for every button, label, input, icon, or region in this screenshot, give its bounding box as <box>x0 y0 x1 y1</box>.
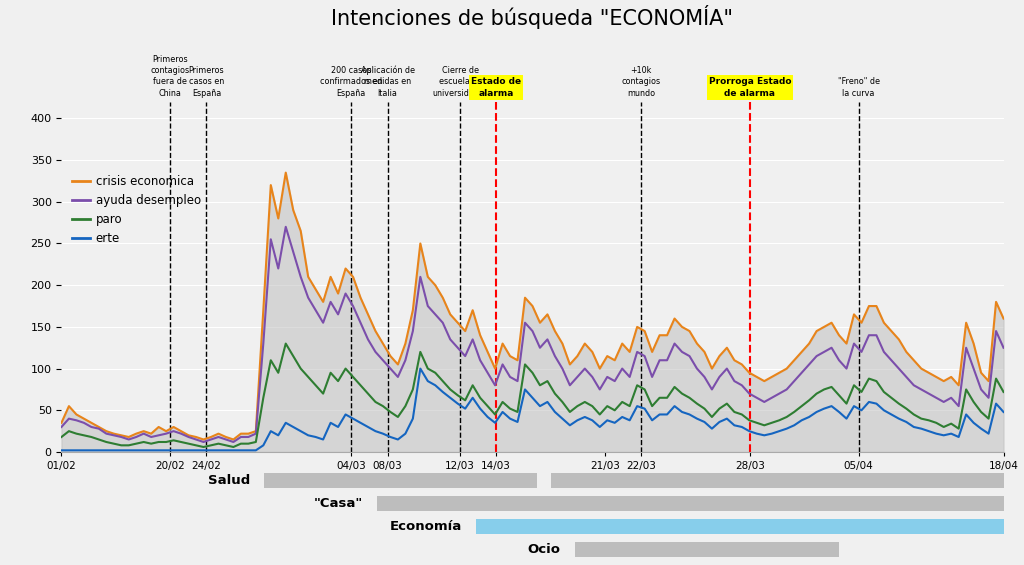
Text: Ocio: Ocio <box>527 543 561 557</box>
Bar <box>551 473 1004 488</box>
Text: Economía: Economía <box>389 520 462 533</box>
Text: Prorroga Estado
de alarma: Prorroga Estado de alarma <box>709 77 792 98</box>
Text: Primeros
contagios
fuera de
China: Primeros contagios fuera de China <box>151 55 189 98</box>
Bar <box>264 473 538 488</box>
Bar <box>476 519 1004 534</box>
Title: Intenciones de búsqueda "ECONOMÍA": Intenciones de búsqueda "ECONOMÍA" <box>332 5 733 29</box>
Text: +10k
contagios
mundo: +10k contagios mundo <box>622 66 660 98</box>
Text: Salud: Salud <box>208 474 250 487</box>
Text: "Casa": "Casa" <box>313 497 362 510</box>
Bar <box>377 496 1004 511</box>
Bar <box>574 542 839 558</box>
Text: 200 casos
confirmados en
España: 200 casos confirmados en España <box>319 66 383 98</box>
Text: Cierre de
escuelas y
universidades: Cierre de escuelas y universidades <box>432 66 488 98</box>
Text: Estado de
alarma: Estado de alarma <box>471 77 521 98</box>
Legend: crisis economica, ayuda desempleo, paro, erte: crisis economica, ayuda desempleo, paro,… <box>68 171 206 250</box>
Text: "Freno" de
la curva: "Freno" de la curva <box>838 77 880 98</box>
Text: Primeros
casos en
España: Primeros casos en España <box>188 66 224 98</box>
Text: Aplicación de
medidas en
Italia: Aplicación de medidas en Italia <box>360 66 415 98</box>
